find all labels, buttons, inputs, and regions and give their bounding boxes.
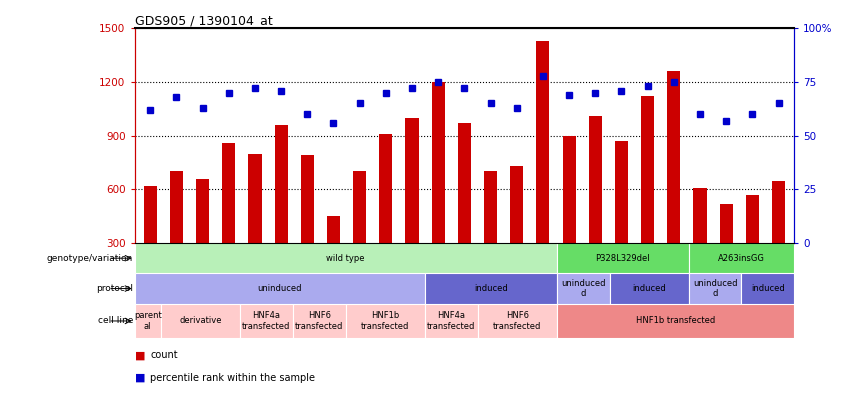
- Text: uninduced
d: uninduced d: [693, 279, 737, 298]
- Text: protocol: protocol: [96, 284, 133, 293]
- Text: P328L329del: P328L329del: [595, 254, 650, 263]
- Bar: [248, 153, 261, 243]
- Bar: [641, 96, 654, 243]
- Bar: [424, 304, 477, 338]
- Text: HNF4a
transfected: HNF4a transfected: [242, 311, 291, 330]
- Bar: [615, 141, 628, 243]
- Bar: [694, 188, 707, 243]
- Text: uninduced
d: uninduced d: [561, 279, 605, 298]
- Text: induced: induced: [751, 284, 785, 293]
- Bar: [293, 304, 345, 338]
- Bar: [135, 304, 161, 338]
- Text: induced: induced: [632, 284, 666, 293]
- Text: derivative: derivative: [180, 316, 221, 326]
- Bar: [746, 195, 759, 243]
- Bar: [301, 156, 314, 243]
- Text: genotype/variation: genotype/variation: [47, 254, 133, 263]
- Bar: [688, 243, 794, 273]
- Bar: [556, 304, 794, 338]
- Bar: [240, 304, 293, 338]
- Bar: [562, 136, 575, 243]
- Bar: [345, 304, 424, 338]
- Text: HNF1b transfected: HNF1b transfected: [636, 316, 715, 326]
- Text: induced: induced: [474, 284, 508, 293]
- Text: ■: ■: [135, 373, 145, 383]
- Bar: [327, 216, 340, 243]
- Bar: [135, 243, 556, 273]
- Bar: [667, 71, 681, 243]
- Text: HNF6
transfected: HNF6 transfected: [295, 311, 344, 330]
- Text: wild type: wild type: [326, 254, 365, 263]
- Bar: [161, 304, 240, 338]
- Text: count: count: [150, 350, 178, 360]
- Bar: [144, 186, 157, 243]
- Bar: [556, 273, 609, 304]
- Bar: [353, 171, 366, 243]
- Text: HNF4a
transfected: HNF4a transfected: [427, 311, 476, 330]
- Bar: [424, 273, 556, 304]
- Bar: [196, 179, 209, 243]
- Bar: [536, 41, 549, 243]
- Bar: [772, 181, 785, 243]
- Bar: [274, 125, 287, 243]
- Bar: [477, 304, 556, 338]
- Bar: [741, 273, 794, 304]
- Bar: [135, 273, 424, 304]
- Text: uninduced: uninduced: [258, 284, 302, 293]
- Text: GDS905 / 1390104_at: GDS905 / 1390104_at: [135, 14, 273, 27]
- Bar: [688, 273, 741, 304]
- Bar: [589, 116, 602, 243]
- Bar: [222, 143, 235, 243]
- Text: HNF1b
transfected: HNF1b transfected: [361, 311, 410, 330]
- Bar: [405, 118, 418, 243]
- Bar: [379, 134, 392, 243]
- Text: HNF6
transfected: HNF6 transfected: [493, 311, 542, 330]
- Bar: [457, 123, 471, 243]
- Text: cell line: cell line: [98, 316, 133, 326]
- Text: ■: ■: [135, 350, 145, 360]
- Bar: [431, 82, 444, 243]
- Bar: [484, 171, 497, 243]
- Text: parent
al: parent al: [134, 311, 161, 330]
- Text: percentile rank within the sample: percentile rank within the sample: [150, 373, 315, 383]
- Bar: [720, 204, 733, 243]
- Bar: [510, 166, 523, 243]
- Bar: [170, 171, 183, 243]
- Bar: [609, 273, 688, 304]
- Bar: [556, 243, 688, 273]
- Text: A263insGG: A263insGG: [718, 254, 765, 263]
